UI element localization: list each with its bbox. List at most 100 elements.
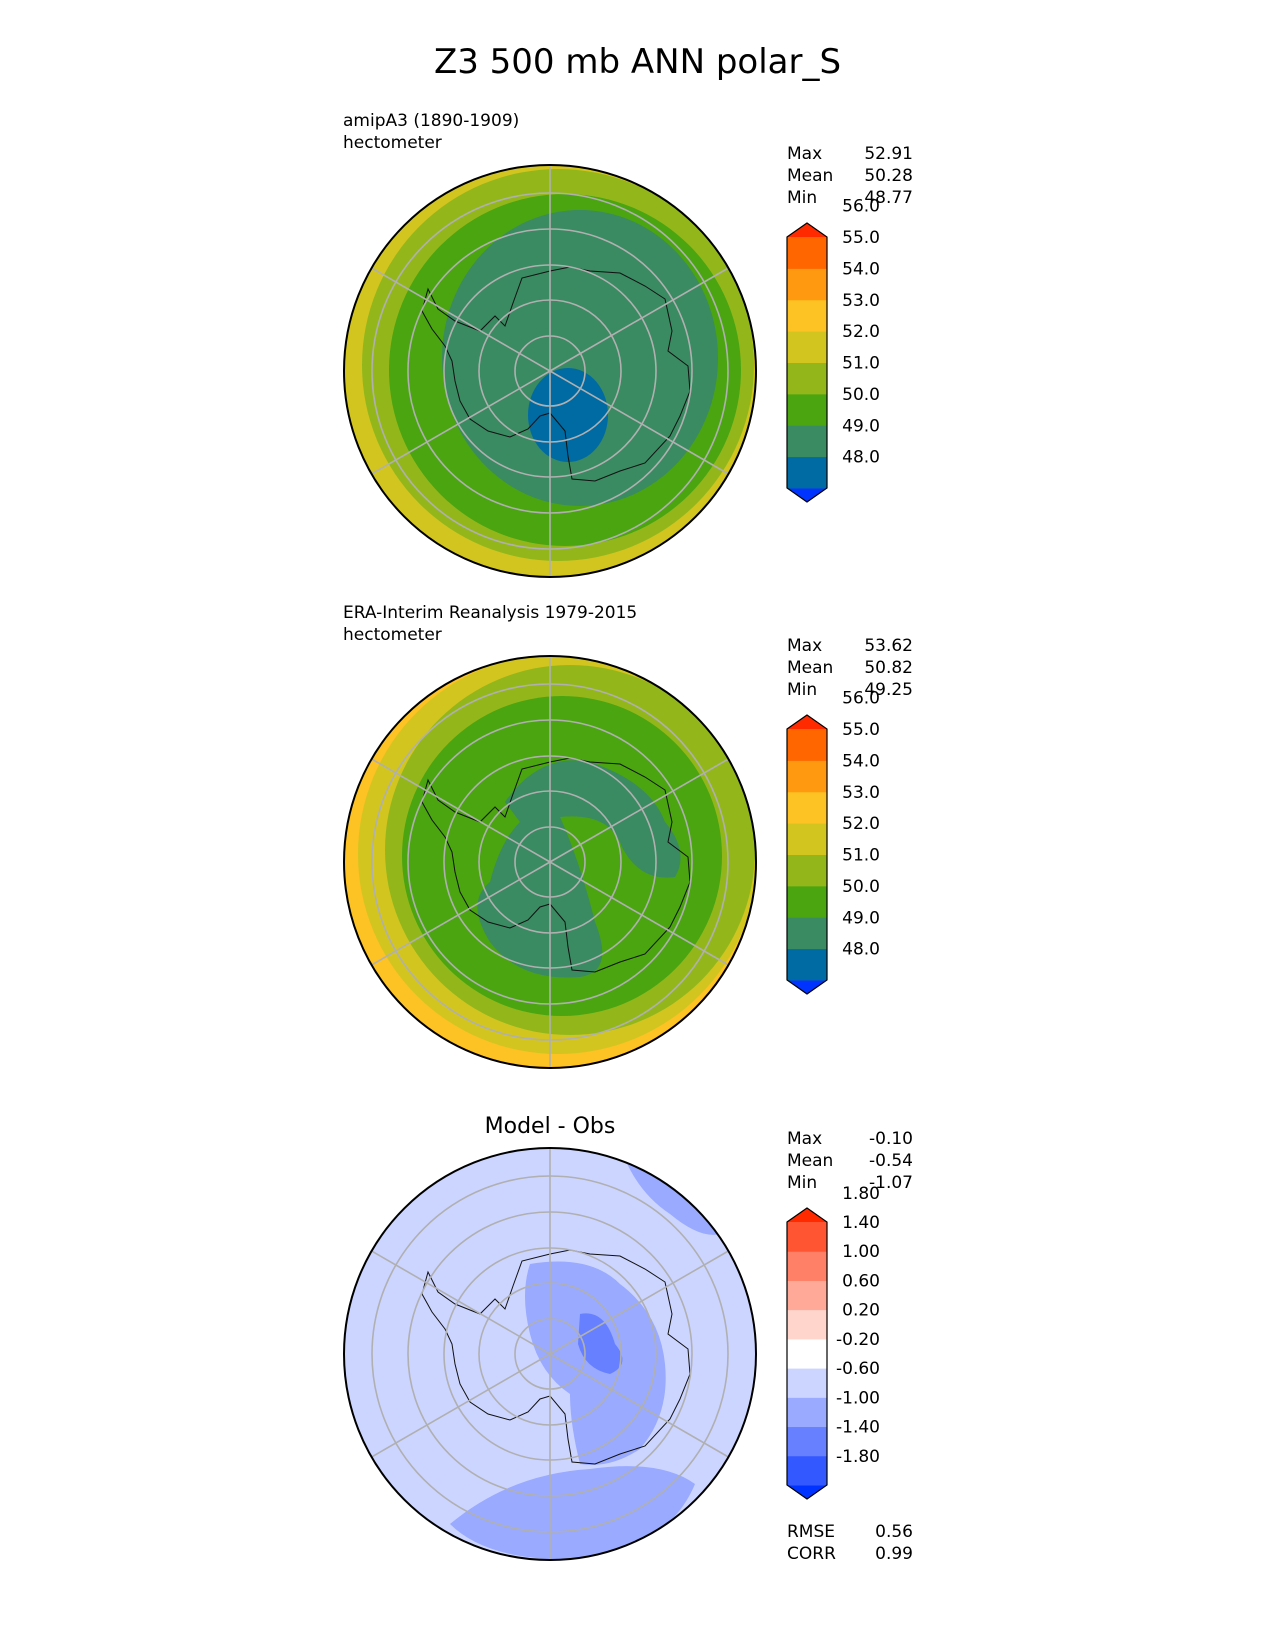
colorbar-bin (787, 1309, 827, 1340)
contour-50 (477, 760, 681, 978)
mean-value: -0.54 (869, 1151, 913, 1171)
colorbar-tick-label: 48.0 (842, 448, 880, 468)
colorbar-tick-label: 55.0 (842, 228, 880, 248)
panel3-stats: Max -0.10 Mean -0.54 Min -1.07 (787, 1128, 913, 1194)
colorbar-bin (787, 393, 827, 426)
longitude-gridline (549, 370, 729, 475)
colorbar-tick-label: 0.60 (842, 1271, 880, 1291)
colorbar-tick-label: 56.0 (842, 689, 880, 709)
colorbar-bin (787, 823, 827, 855)
colorbar-tick-label: 49.0 (842, 416, 880, 436)
colorbar-outline (786, 1207, 828, 1500)
longitude-gridline (371, 758, 551, 863)
panel1-stats: Max 52.91 Mean 50.28 Min 48.77 (787, 143, 913, 209)
colorbar-tick-label: 1.40 (842, 1213, 880, 1233)
polar-map-2 (343, 655, 757, 1069)
colorbar-bin (787, 917, 827, 950)
corr-label: CORR (787, 1544, 836, 1564)
max-label: Max (787, 144, 823, 164)
colorbar-bin (787, 1251, 827, 1281)
antarctica-coastline (421, 1249, 691, 1465)
colorbar-tick-label: 51.0 (842, 354, 880, 374)
colorbar-tick-label: 1.80 (842, 1184, 880, 1204)
colorbar-tick-label: -1.00 (836, 1388, 880, 1408)
colorbar-bin (787, 854, 827, 887)
colorbar-extend-min (787, 1485, 827, 1499)
longitude-gridline (371, 1250, 551, 1355)
longitude-gridline (371, 370, 551, 475)
longitude-gridline (549, 1353, 729, 1458)
colorbar-bin (787, 299, 827, 332)
rmse-label: RMSE (787, 1522, 836, 1542)
panel2-stats: Max 53.62 Mean 50.82 Min 49.25 (787, 635, 913, 701)
colorbar-3: -1.80 -1.40 -1.00 -0.60 -0.20 0.20 0.60 1.00 1.4… (786, 1184, 880, 1500)
panel3-subtitle: Model - Obs (484, 1114, 616, 1139)
longitude-gridline (371, 267, 551, 372)
colorbar-bin (787, 729, 827, 761)
longitude-gridline (371, 861, 551, 966)
min-label: Min (787, 1173, 818, 1193)
map-boundary (343, 164, 757, 578)
colorbar-bin (787, 1222, 827, 1252)
colorbar-bin (787, 237, 827, 269)
colorbar-tick-label: 49.0 (842, 908, 880, 928)
panel2-subtitle: ERA-Interim Reanalysis 1979-2015 (343, 603, 638, 623)
colorbar-bin (787, 948, 827, 981)
polar-map-1 (343, 164, 757, 578)
map-boundary (343, 655, 757, 1069)
colorbar-bin (787, 791, 827, 824)
colorbar-bin (787, 1426, 827, 1457)
min-value: -1.07 (869, 1173, 913, 1193)
colorbar-tick-label: -0.60 (836, 1359, 880, 1379)
colorbar-bin (787, 425, 827, 458)
colorbar-extend-min (787, 980, 827, 994)
longitude-gridline (549, 758, 729, 863)
max-value: 53.62 (864, 636, 913, 656)
max-value: -0.10 (869, 1129, 913, 1149)
min-value: 48.77 (864, 188, 913, 208)
colorbar-extend-max (787, 223, 827, 237)
map-boundary (343, 1147, 757, 1561)
colorbar-tick-label: -0.20 (836, 1330, 880, 1350)
max-value: 52.91 (864, 144, 913, 164)
colorbar-bin (787, 1338, 827, 1369)
min-label: Min (787, 188, 818, 208)
max-label: Max (787, 636, 823, 656)
colorbar-bin (787, 268, 827, 301)
colorbar-tick-label: 55.0 (842, 720, 880, 740)
colorbar-2: 48.0 49.0 50.0 51.0 52.0 53.0 54.0 55.0 56.0 (786, 689, 880, 995)
colorbar-bin (787, 1455, 827, 1486)
mean-label: Mean (787, 658, 834, 678)
longitude-gridline (371, 1353, 551, 1458)
colorbar-outline (786, 714, 828, 995)
colorbar-tick-label: -1.40 (836, 1418, 880, 1438)
contour-minus-1.4 (578, 1313, 623, 1374)
colorbar-tick-label: 53.0 (842, 783, 880, 803)
panel3-metrics: RMSE 0.56 CORR 0.99 (787, 1521, 913, 1565)
colorbar-bin (787, 885, 827, 918)
figure-title: Z3 500 mb ANN polar_S (433, 42, 842, 82)
colorbar-bin (787, 331, 827, 363)
colorbar-bin (787, 760, 827, 793)
colorbar-bin (787, 1280, 827, 1311)
colorbar-extend-min (787, 488, 827, 502)
colorbar-tick-label: 54.0 (842, 751, 880, 771)
colorbar-tick-label: 1.00 (842, 1242, 880, 1262)
colorbar-tick-label: 0.20 (842, 1301, 880, 1321)
min-label: Min (787, 680, 818, 700)
colorbar-tick-label: 52.0 (842, 814, 880, 834)
colorbar-extend-max (787, 715, 827, 729)
colorbar-tick-label: 48.0 (842, 940, 880, 960)
corr-value: 0.99 (875, 1544, 913, 1564)
colorbar-tick-label: -1.80 (836, 1447, 880, 1467)
colorbar-tick-label: 51.0 (842, 846, 880, 866)
colorbar-bin (787, 456, 827, 489)
mean-label: Mean (787, 166, 834, 186)
colorbar-tick-label: 50.0 (842, 385, 880, 405)
antarctica-coastline (421, 266, 691, 482)
colorbar-tick-label: 52.0 (842, 322, 880, 342)
colorbar-tick-label: 53.0 (842, 291, 880, 311)
rmse-value: 0.56 (875, 1522, 913, 1542)
colorbar-bin (787, 1397, 827, 1428)
